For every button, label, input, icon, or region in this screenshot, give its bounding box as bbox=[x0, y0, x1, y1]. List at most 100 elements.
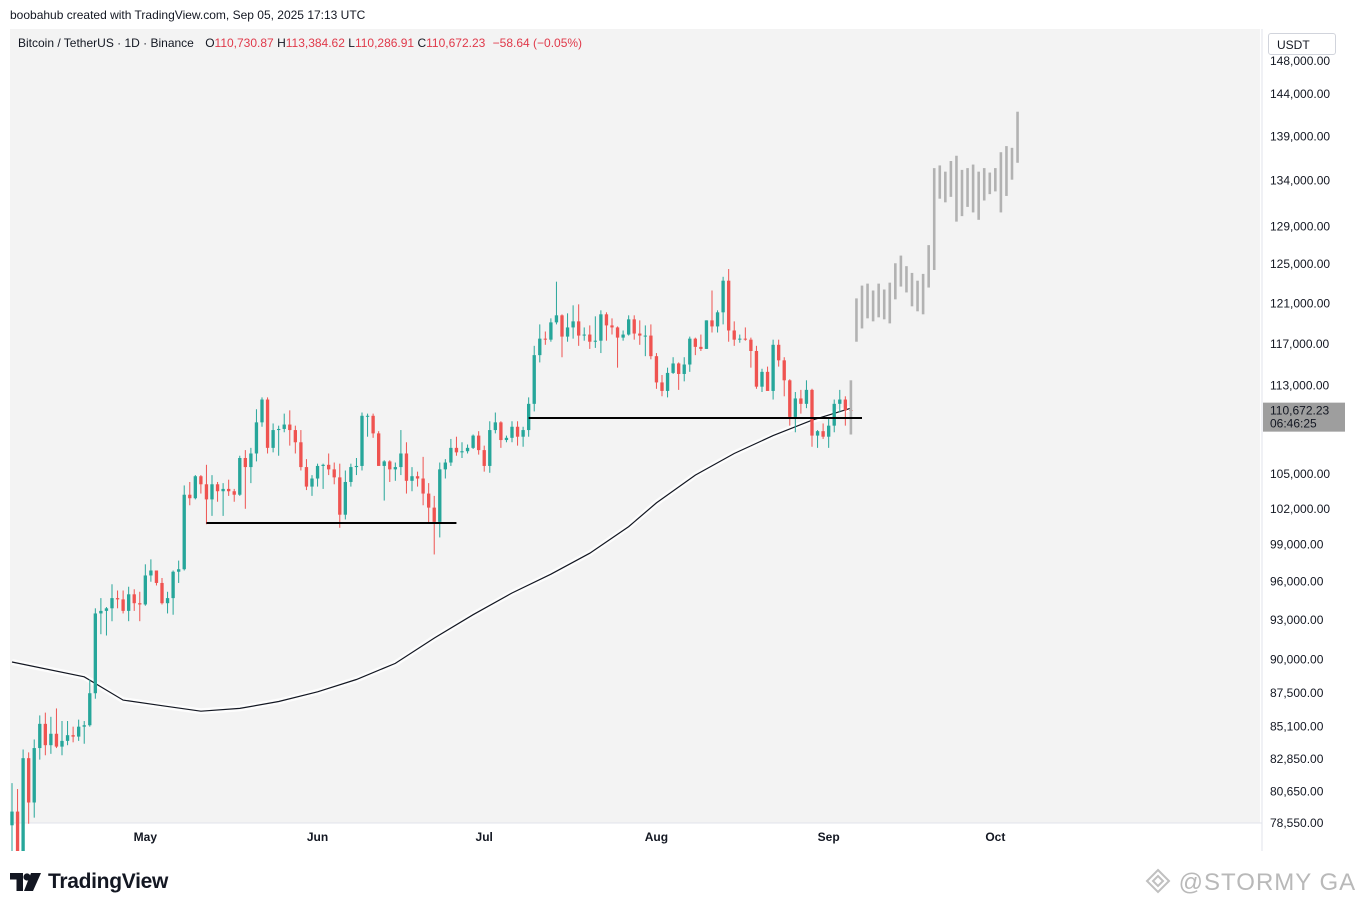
candle-body[interactable] bbox=[760, 371, 764, 387]
candle-body[interactable] bbox=[832, 403, 836, 426]
candle-body[interactable] bbox=[254, 422, 259, 454]
candle-body[interactable] bbox=[365, 415, 370, 417]
candle-body[interactable] bbox=[765, 371, 770, 391]
candle-body[interactable] bbox=[338, 477, 342, 515]
candle-body[interactable] bbox=[188, 494, 192, 499]
candle-body[interactable] bbox=[315, 465, 320, 479]
candle-body[interactable] bbox=[27, 758, 31, 803]
candle-body[interactable] bbox=[265, 399, 270, 448]
candle-body[interactable] bbox=[660, 382, 664, 391]
candle-body[interactable] bbox=[371, 415, 375, 434]
candle-body[interactable] bbox=[665, 372, 670, 391]
candle-body[interactable] bbox=[243, 457, 247, 468]
candle-body[interactable] bbox=[788, 380, 792, 417]
candle-body[interactable] bbox=[532, 355, 536, 404]
candle-body[interactable] bbox=[377, 433, 381, 466]
candle-body[interactable] bbox=[65, 735, 70, 741]
candle-body[interactable] bbox=[349, 467, 353, 482]
candle-body[interactable] bbox=[449, 447, 453, 463]
candle-body[interactable] bbox=[771, 344, 775, 391]
candle-body[interactable] bbox=[604, 314, 609, 326]
chart-area[interactable]: 148,000.00 144,000.00 139,000.00 134,000.00… bbox=[10, 29, 1347, 851]
candle-body[interactable] bbox=[404, 453, 409, 481]
candle-body[interactable] bbox=[249, 453, 253, 468]
candle-body[interactable] bbox=[104, 608, 109, 611]
candle-body[interactable] bbox=[177, 569, 181, 572]
candle-body[interactable] bbox=[482, 450, 486, 466]
candle-body[interactable] bbox=[638, 333, 642, 336]
candle-body[interactable] bbox=[749, 339, 753, 351]
candle-body[interactable] bbox=[421, 478, 425, 494]
candle-body[interactable] bbox=[288, 424, 292, 431]
candle-body[interactable] bbox=[199, 476, 203, 485]
candle-body[interactable] bbox=[560, 315, 564, 337]
candle-body[interactable] bbox=[721, 280, 725, 313]
candle-body[interactable] bbox=[182, 494, 186, 570]
candle-body[interactable] bbox=[488, 430, 492, 466]
candle-body[interactable] bbox=[804, 389, 809, 404]
candle-body[interactable] bbox=[777, 344, 781, 361]
candle-body[interactable] bbox=[332, 469, 336, 478]
candle-body[interactable] bbox=[615, 327, 620, 338]
candle-body[interactable] bbox=[399, 453, 403, 468]
candle-body[interactable] bbox=[149, 570, 153, 576]
candle-body[interactable] bbox=[593, 340, 597, 342]
candle-body[interactable] bbox=[688, 338, 692, 365]
candle-body[interactable] bbox=[699, 346, 703, 349]
candle-body[interactable] bbox=[710, 320, 714, 327]
candle-body[interactable] bbox=[271, 430, 275, 448]
candle-body[interactable] bbox=[582, 334, 586, 336]
candle-body[interactable] bbox=[132, 594, 136, 604]
candle-body[interactable] bbox=[210, 484, 214, 500]
candle-body[interactable] bbox=[743, 338, 747, 340]
candle-body[interactable] bbox=[471, 435, 475, 448]
candle-body[interactable] bbox=[599, 314, 603, 341]
candle-body[interactable] bbox=[388, 461, 392, 470]
candle-body[interactable] bbox=[643, 335, 647, 337]
candle-body[interactable] bbox=[38, 723, 42, 749]
candle-body[interactable] bbox=[432, 507, 436, 522]
candle-body[interactable] bbox=[299, 442, 303, 468]
candle-body[interactable] bbox=[277, 428, 281, 431]
candle-body[interactable] bbox=[754, 350, 759, 387]
candle-body[interactable] bbox=[204, 484, 209, 500]
candle-body[interactable] bbox=[438, 469, 442, 522]
candle-body[interactable] bbox=[799, 398, 803, 404]
candle-body[interactable] bbox=[293, 430, 297, 443]
moving-average-line[interactable] bbox=[11, 407, 852, 712]
candle-body[interactable] bbox=[610, 325, 614, 328]
candle-body[interactable] bbox=[99, 610, 103, 614]
symbol-name[interactable]: Bitcoin / TetherUS · 1D · Binance bbox=[18, 36, 194, 50]
candle-body[interactable] bbox=[88, 693, 92, 726]
candle-body[interactable] bbox=[521, 430, 525, 437]
candle-body[interactable] bbox=[15, 811, 20, 851]
candle-body[interactable] bbox=[227, 488, 231, 492]
candle-body[interactable] bbox=[527, 403, 531, 431]
candle-body[interactable] bbox=[588, 334, 592, 342]
candle-body[interactable] bbox=[415, 476, 420, 479]
candle-body[interactable] bbox=[410, 476, 414, 481]
candle-body[interactable] bbox=[465, 447, 470, 452]
candle-body[interactable] bbox=[649, 335, 653, 357]
candle-body[interactable] bbox=[282, 424, 286, 429]
candle-body[interactable] bbox=[160, 582, 164, 604]
candle-body[interactable] bbox=[221, 488, 225, 492]
candle-body[interactable] bbox=[154, 570, 159, 583]
candle-body[interactable] bbox=[782, 360, 786, 381]
candle-body[interactable] bbox=[110, 598, 114, 609]
candle-body[interactable] bbox=[32, 748, 36, 803]
candle-body[interactable] bbox=[21, 758, 25, 851]
candle-body[interactable] bbox=[327, 464, 331, 470]
candle-body[interactable] bbox=[238, 457, 242, 495]
candle-body[interactable] bbox=[115, 598, 120, 600]
candle-body[interactable] bbox=[565, 327, 570, 337]
candle-body[interactable] bbox=[304, 467, 309, 487]
candle-body[interactable] bbox=[632, 319, 636, 334]
candle-body[interactable] bbox=[260, 399, 264, 423]
candle-body[interactable] bbox=[793, 398, 797, 417]
candle-body[interactable] bbox=[554, 315, 559, 323]
candle-body[interactable] bbox=[627, 319, 631, 335]
candle-body[interactable] bbox=[577, 321, 581, 336]
price-chart[interactable]: 148,000.00 144,000.00 139,000.00 134,000.00… bbox=[10, 29, 1347, 851]
candle-body[interactable] bbox=[138, 603, 142, 605]
